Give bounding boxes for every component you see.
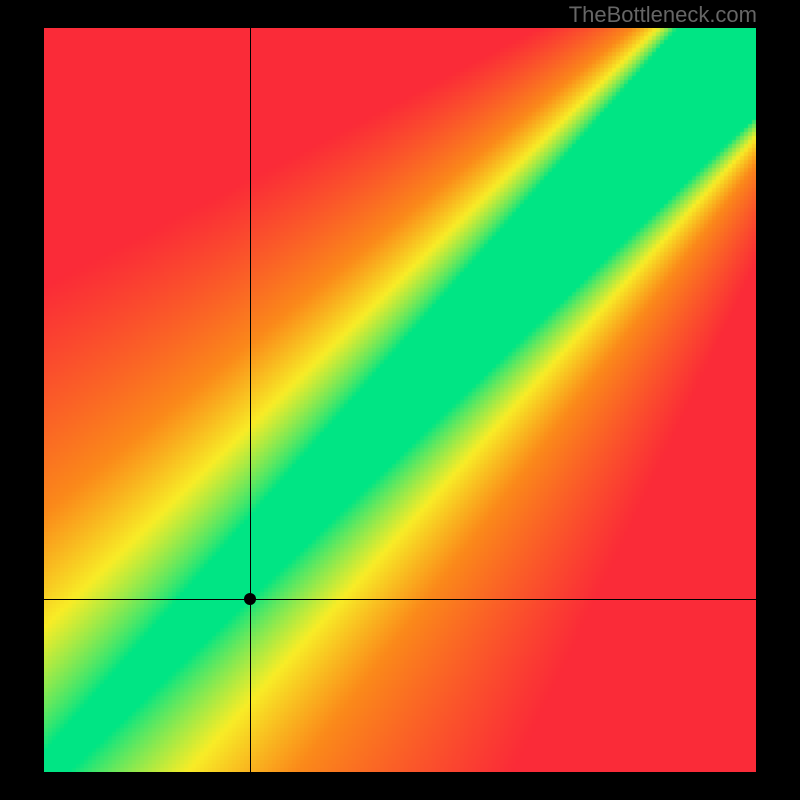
watermark-text: TheBottleneck.com — [0, 2, 757, 28]
chart-container: TheBottleneck.com — [0, 0, 800, 800]
crosshair-vertical — [250, 28, 251, 772]
bottleneck-heatmap — [44, 28, 756, 772]
crosshair-horizontal — [44, 599, 756, 600]
marker-point — [244, 593, 256, 605]
